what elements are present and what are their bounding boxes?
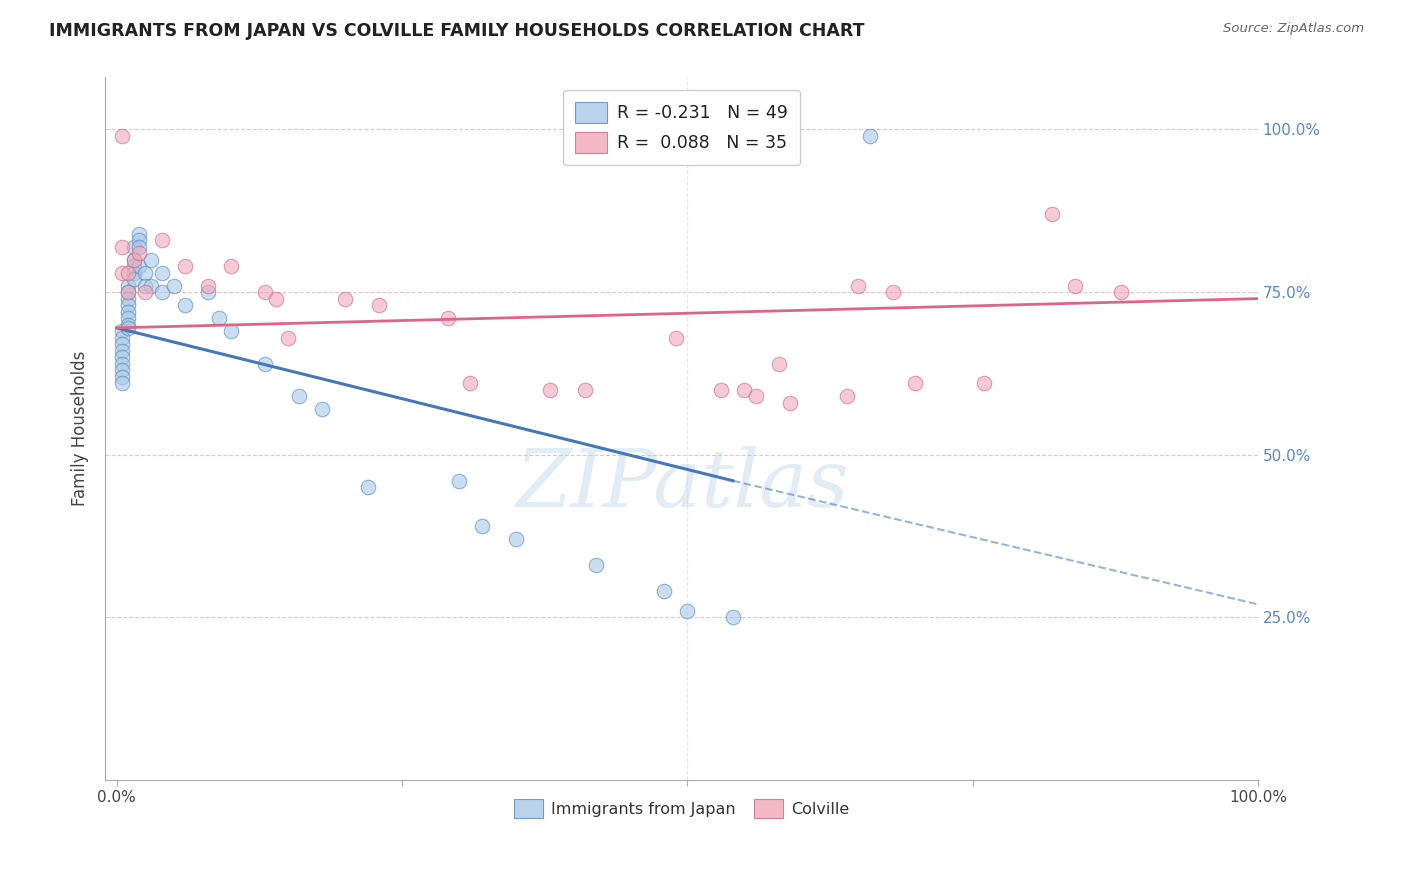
- Point: [311, 402, 333, 417]
- Legend: Immigrants from Japan, Colville: Immigrants from Japan, Colville: [508, 792, 856, 825]
- Point: [128, 259, 150, 273]
- Point: [174, 259, 197, 273]
- Point: [128, 233, 150, 247]
- Point: [117, 285, 139, 299]
- Point: [266, 292, 288, 306]
- Point: [471, 519, 494, 533]
- Point: [447, 474, 470, 488]
- Point: [505, 533, 527, 547]
- Point: [253, 357, 276, 371]
- Point: [117, 304, 139, 318]
- Point: [436, 311, 458, 326]
- Point: [122, 239, 145, 253]
- Point: [111, 331, 134, 345]
- Point: [128, 246, 150, 260]
- Point: [848, 278, 870, 293]
- Point: [111, 324, 134, 338]
- Point: [710, 383, 733, 397]
- Point: [111, 350, 134, 364]
- Point: [111, 266, 134, 280]
- Point: [665, 331, 688, 345]
- Point: [128, 227, 150, 241]
- Point: [150, 285, 173, 299]
- Point: [134, 266, 156, 280]
- Point: [163, 278, 186, 293]
- Point: [111, 128, 134, 143]
- Point: [882, 285, 904, 299]
- Point: [122, 272, 145, 286]
- Point: [219, 259, 242, 273]
- Point: [111, 357, 134, 371]
- Point: [139, 278, 162, 293]
- Point: [368, 298, 391, 312]
- Point: [333, 292, 356, 306]
- Point: [973, 376, 995, 391]
- Point: [128, 239, 150, 253]
- Point: [134, 278, 156, 293]
- Point: [904, 376, 927, 391]
- Point: [117, 266, 139, 280]
- Point: [208, 311, 231, 326]
- Point: [460, 376, 482, 391]
- Point: [122, 266, 145, 280]
- Point: [117, 311, 139, 326]
- Point: [357, 480, 380, 494]
- Point: [174, 298, 197, 312]
- Point: [111, 337, 134, 351]
- Text: IMMIGRANTS FROM JAPAN VS COLVILLE FAMILY HOUSEHOLDS CORRELATION CHART: IMMIGRANTS FROM JAPAN VS COLVILLE FAMILY…: [49, 22, 865, 40]
- Point: [111, 376, 134, 391]
- Point: [197, 285, 219, 299]
- Point: [150, 233, 173, 247]
- Point: [150, 266, 173, 280]
- Point: [538, 383, 561, 397]
- Point: [721, 610, 744, 624]
- Point: [654, 584, 676, 599]
- Point: [768, 357, 790, 371]
- Point: [676, 604, 699, 618]
- Point: [122, 259, 145, 273]
- Point: [197, 278, 219, 293]
- Point: [1042, 207, 1064, 221]
- Y-axis label: Family Households: Family Households: [72, 351, 89, 507]
- Point: [585, 558, 607, 573]
- Point: [253, 285, 276, 299]
- Text: ZIPatlas: ZIPatlas: [515, 446, 848, 524]
- Point: [277, 331, 299, 345]
- Point: [117, 298, 139, 312]
- Point: [117, 278, 139, 293]
- Point: [111, 363, 134, 377]
- Point: [779, 395, 801, 409]
- Point: [1064, 278, 1087, 293]
- Text: Source: ZipAtlas.com: Source: ZipAtlas.com: [1223, 22, 1364, 36]
- Point: [122, 252, 145, 267]
- Point: [1109, 285, 1132, 299]
- Point: [574, 383, 596, 397]
- Point: [111, 369, 134, 384]
- Point: [139, 252, 162, 267]
- Point: [134, 285, 156, 299]
- Point: [219, 324, 242, 338]
- Point: [835, 389, 858, 403]
- Point: [111, 239, 134, 253]
- Point: [733, 383, 755, 397]
- Point: [744, 389, 766, 403]
- Point: [117, 321, 139, 335]
- Point: [859, 128, 882, 143]
- Point: [288, 389, 311, 403]
- Point: [117, 285, 139, 299]
- Point: [117, 318, 139, 332]
- Point: [117, 292, 139, 306]
- Point: [122, 252, 145, 267]
- Point: [111, 343, 134, 358]
